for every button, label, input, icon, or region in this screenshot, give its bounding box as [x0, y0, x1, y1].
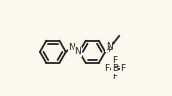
Text: F: F — [112, 72, 117, 81]
Text: +: + — [105, 45, 112, 54]
Text: F: F — [112, 56, 117, 65]
Text: B: B — [112, 64, 118, 73]
Text: N: N — [68, 43, 75, 52]
Text: −: − — [113, 62, 120, 71]
Text: F: F — [120, 64, 126, 73]
Text: F: F — [104, 64, 109, 73]
Text: N: N — [74, 47, 81, 56]
Text: N: N — [106, 42, 112, 51]
